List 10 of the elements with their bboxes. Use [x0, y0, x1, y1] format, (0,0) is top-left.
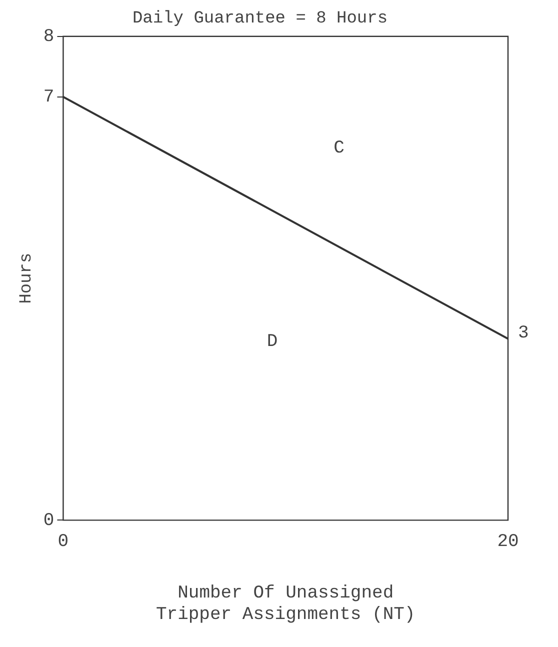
data-label: 3 [518, 324, 529, 344]
y-tick-label: 8 [43, 27, 54, 48]
annotation: D [266, 332, 278, 352]
x-tick-label: 20 [497, 532, 519, 552]
annotation: C [334, 138, 345, 158]
y-tick-label: 7 [43, 88, 54, 108]
y-tick-label: 0 [43, 510, 54, 531]
y-axis-title: Hours [18, 252, 37, 304]
chart-title: Daily Guarantee = 8 Hours [132, 10, 388, 29]
x-axis-title: Number Of Unassigned Tripper Assignments (NT) [156, 583, 416, 625]
